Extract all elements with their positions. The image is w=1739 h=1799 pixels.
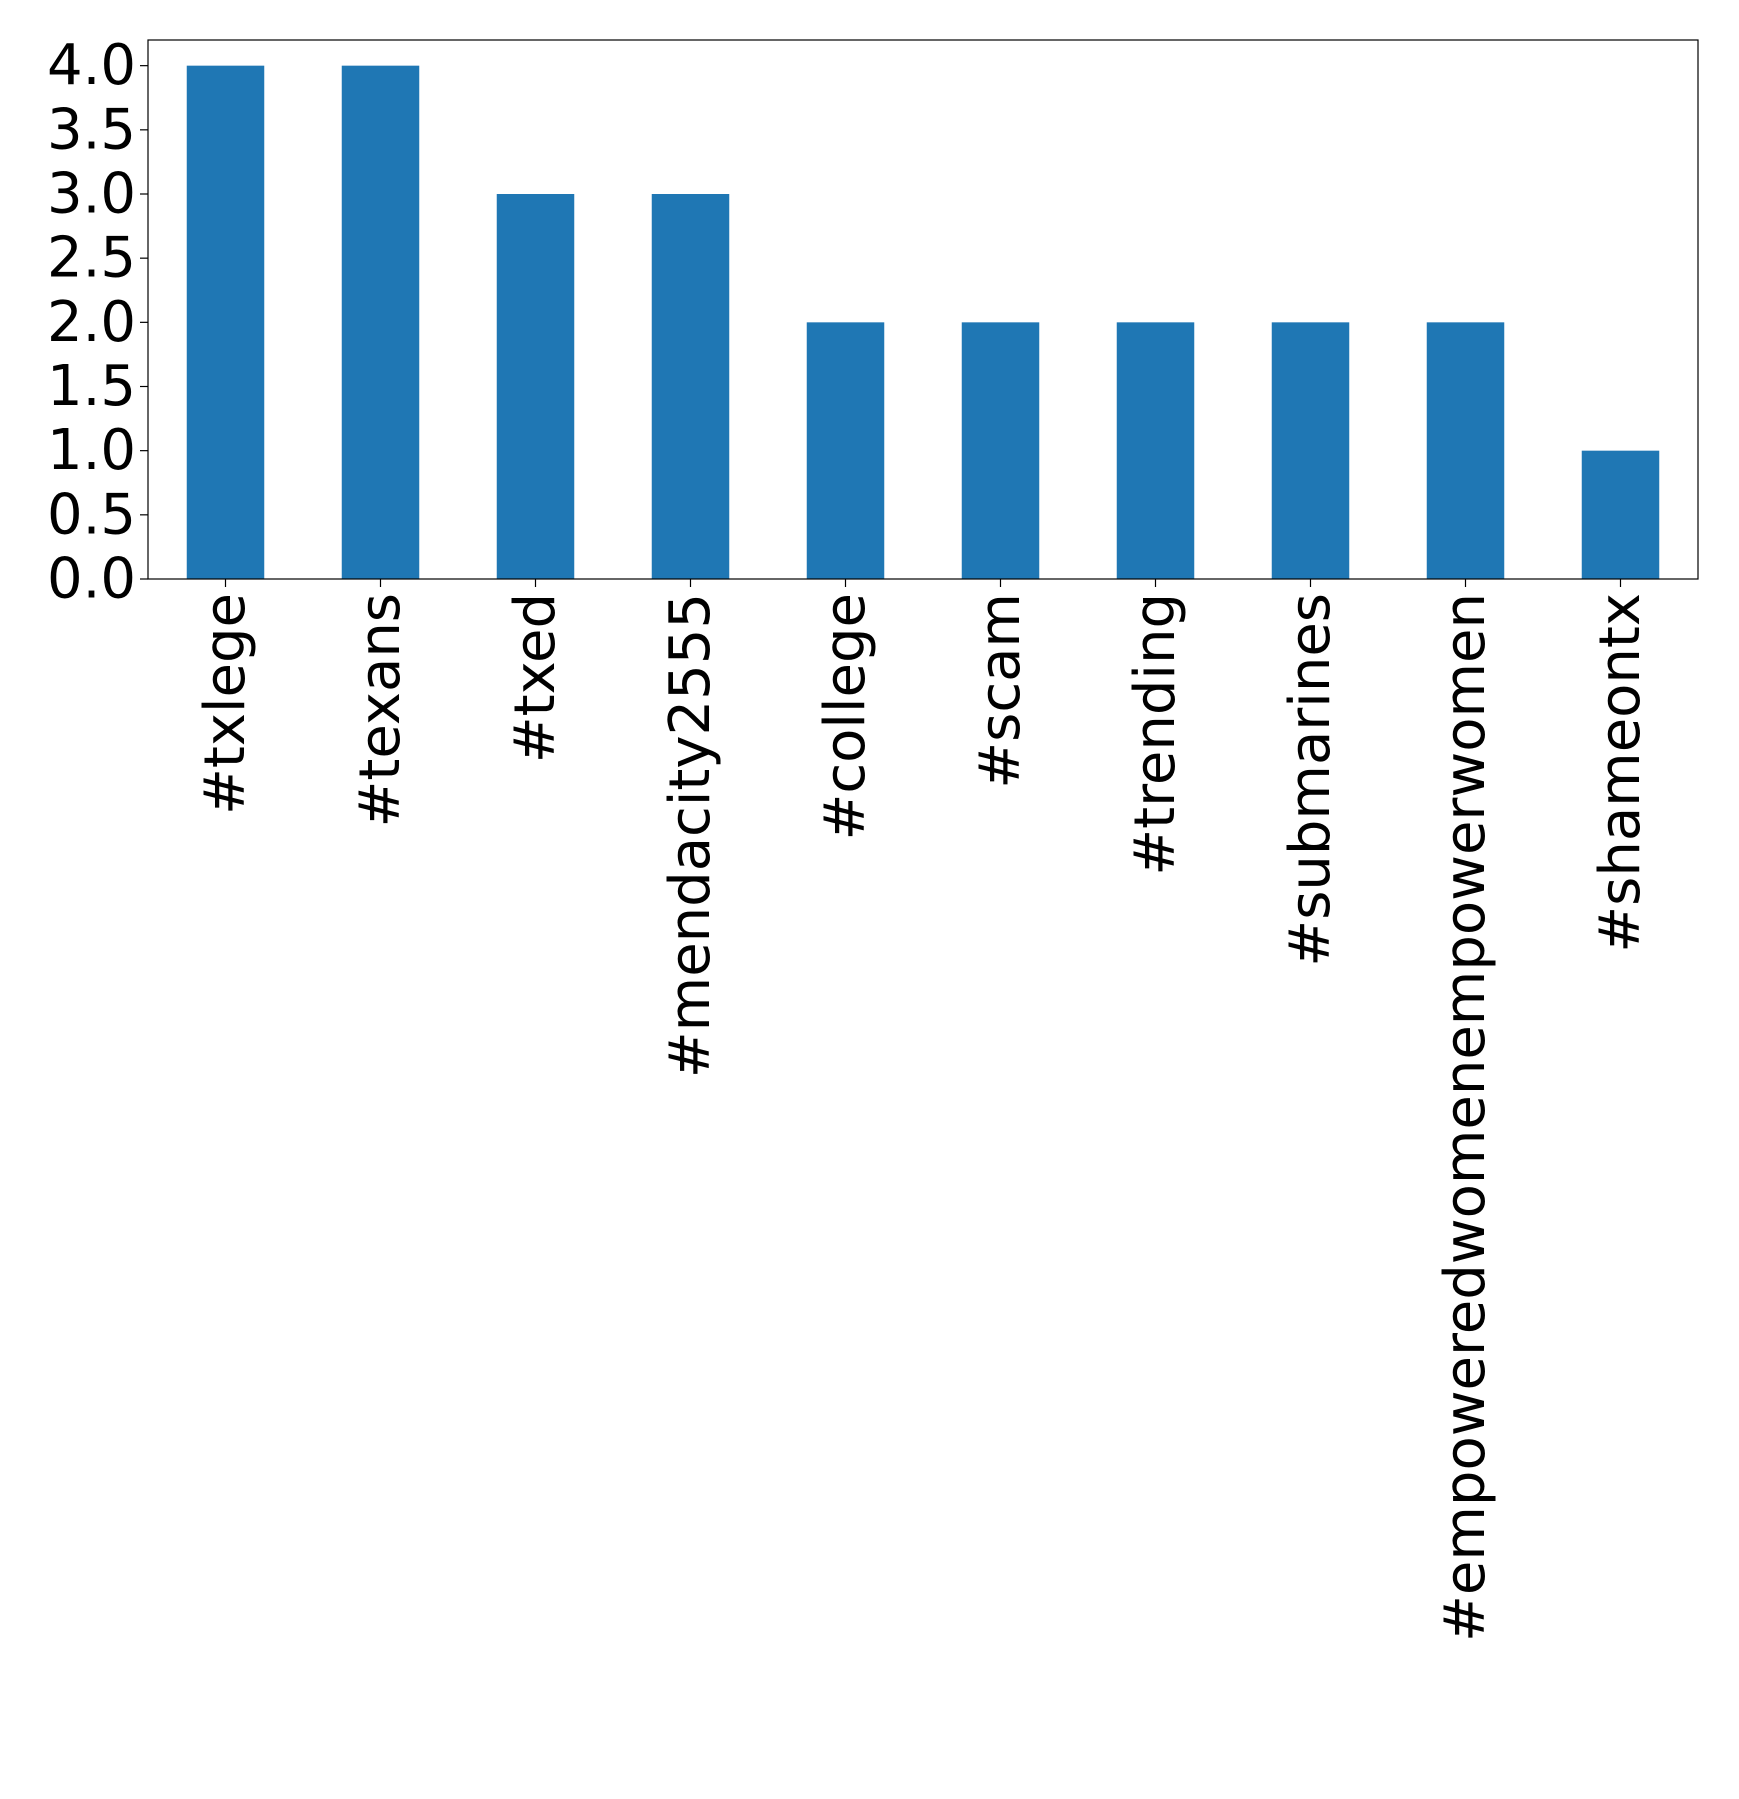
plot-area-frame xyxy=(147,39,1699,580)
x-tick-label: #submarines xyxy=(1278,593,1343,967)
bar-txed xyxy=(496,194,575,579)
y-tick-label: 3.5 xyxy=(47,97,136,162)
y-tick-label: 1.0 xyxy=(47,418,136,483)
x-tick-label: #college xyxy=(813,593,878,841)
bars-group xyxy=(186,65,1660,579)
x-tick-label: #scam xyxy=(968,593,1033,789)
y-tick-label: 1.5 xyxy=(47,354,136,419)
x-tick-label: #txed xyxy=(503,593,568,763)
bar-submarines xyxy=(1271,322,1350,579)
bar-trending xyxy=(1116,322,1195,579)
y-tick-label: 3.0 xyxy=(47,162,136,227)
x-tick-label: #trending xyxy=(1123,593,1188,876)
bar-shameontx xyxy=(1581,450,1660,579)
y-tick-label: 0.0 xyxy=(47,547,136,612)
x-tick-label: #texans xyxy=(348,593,413,827)
x-axis: #txlege #texans #txed #mendacity2555 #colleg… xyxy=(193,579,1653,1642)
x-tick-label: #shameontx xyxy=(1588,593,1653,953)
x-tick-label: #mendacity2555 xyxy=(658,593,723,1078)
y-tick-label: 4.0 xyxy=(47,33,136,98)
y-tick-label: 2.5 xyxy=(47,226,136,291)
bar-texans xyxy=(341,65,420,579)
y-tick-label: 0.5 xyxy=(47,482,136,547)
bar-mendacity2555 xyxy=(651,194,730,579)
bar-scam xyxy=(961,322,1040,579)
y-axis: 0.00.51.01.52.02.53.03.54.0 xyxy=(47,33,148,612)
bar-empoweredwomenempowerwomen xyxy=(1426,322,1505,579)
bar-txlege xyxy=(186,65,265,579)
x-tick-label: #txlege xyxy=(193,593,258,815)
y-tick-label: 2.0 xyxy=(47,290,136,355)
bar-college xyxy=(806,322,885,579)
x-tick-label: #empoweredwomenempowerwomen xyxy=(1433,593,1498,1642)
